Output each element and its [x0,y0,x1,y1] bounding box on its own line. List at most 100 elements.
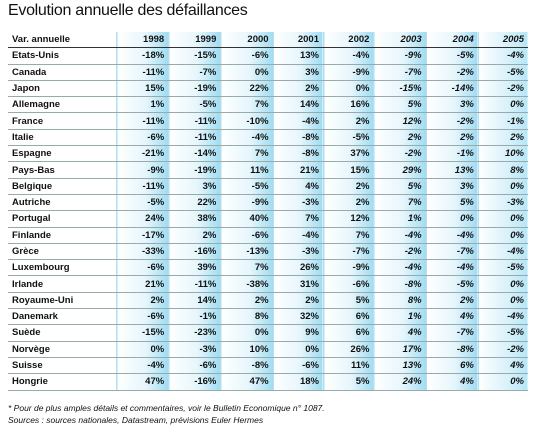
value-cell: -9% [220,194,274,212]
table-row: Etats-Unis -18% -15% -6% 13% -4% -9% -5% -4% [8,47,528,65]
value-cell: -1% [477,112,528,130]
header-cell: 2003 [373,32,427,49]
value-cell: -14% [168,145,221,163]
country-cell: France [8,112,117,130]
value-cell: -6% [115,259,169,277]
value-cell: 4% [272,178,324,195]
value-cell: 11% [322,357,374,375]
value-cell: -9% [115,161,169,179]
value-cell: -16% [168,373,221,391]
value-cell: -9% [373,47,427,65]
value-cell: 7% [322,227,374,244]
value-cell: 0% [477,292,528,310]
country-cell: Etats-Unis [8,47,117,65]
value-cell: 47% [220,373,274,391]
value-cell: -2% [425,112,479,130]
value-cell: 0% [220,64,274,81]
value-cell: 3% [425,178,479,195]
value-cell: 7% [220,145,274,163]
value-cell: 2% [322,178,374,195]
value-cell: -11% [115,112,169,130]
value-cell: 0% [477,373,528,391]
value-cell: 1% [373,210,427,228]
value-cell: 22% [168,194,221,212]
table-row: Grèce -33% -16% -13% -3% -7% -2% -7% -4% [8,243,528,261]
value-cell: 6% [322,324,374,342]
header-row: Var. annuelle 1998 1999 2000 2001 2002 2003 200… [8,32,528,49]
value-cell: 8% [220,308,274,326]
value-cell: -8% [272,145,324,163]
table-row: Espagne -21% -14% 7% -8% 37% -2% -1% 10% [8,145,528,163]
value-cell: 2% [272,80,324,98]
value-cell: 0% [272,341,324,358]
value-cell: 0% [115,341,169,358]
value-cell: -4% [115,357,169,375]
value-cell: 0% [425,210,479,228]
value-cell: -11% [115,64,169,81]
value-cell: -6% [115,129,169,147]
value-cell: 47% [115,373,169,391]
value-cell: -5% [425,47,479,65]
value-cell: 0% [477,96,528,114]
value-cell: -11% [168,275,221,293]
country-cell: Italie [8,129,117,147]
value-cell: 2% [322,112,374,130]
country-cell: Hongrie [8,373,117,391]
country-cell: Pays-Bas [8,161,117,179]
value-cell: 14% [168,292,221,310]
table-row: Danemark -6% -1% 8% 32% 6% 1% 4% -4% [8,308,528,326]
country-cell: Belgique [8,178,117,195]
value-cell: -2% [373,145,427,163]
value-cell: -4% [272,227,324,244]
table-row: Luxembourg -6% 39% 7% 26% -9% -4% -4% -5% [8,259,528,277]
value-cell: -11% [168,129,221,147]
value-cell: 5% [373,96,427,114]
value-cell: 12% [322,210,374,228]
table-row: Portugal 24% 38% 40% 7% 12% 1% 0% 0% [8,210,528,228]
value-cell: -10% [220,112,274,130]
value-cell: -17% [115,227,169,244]
country-cell: Danemark [8,308,117,326]
table-row: France -11% -11% -10% -4% 2% 12% -2% -1% [8,112,528,130]
header-cell: Var. annuelle [8,32,117,49]
country-cell: Luxembourg [8,259,117,277]
country-cell: Autriche [8,194,117,212]
value-cell: -23% [168,324,221,342]
value-cell: -3% [272,243,324,261]
value-cell: -2% [477,80,528,98]
value-cell: -5% [168,96,221,114]
data-table: Var. annuelle 1998 1999 2000 2001 2002 2003 200… [8,32,528,391]
table-row: Pays-Bas -9% -19% 11% 21% 15% 29% 13% 8% [8,161,528,179]
value-cell: 2% [168,227,221,244]
value-cell: -38% [220,275,274,293]
value-cell: 2% [322,194,374,212]
value-cell: -7% [425,243,479,261]
value-cell: 5% [322,292,374,310]
value-cell: 4% [425,373,479,391]
value-cell: 7% [220,96,274,114]
table-row: Japon 15% -19% 22% 2% 0% -15% -14% -2% [8,80,528,98]
header-cell: 2004 [425,32,479,49]
value-cell: 8% [373,292,427,310]
value-cell: 14% [272,96,324,114]
value-cell: 37% [322,145,374,163]
value-cell: -5% [115,194,169,212]
value-cell: 1% [373,308,427,326]
value-cell: 3% [168,178,221,195]
value-cell: 7% [272,210,324,228]
table-row: Autriche -5% 22% -9% -3% 2% 7% 5% -3% [8,194,528,212]
value-cell: 3% [425,96,479,114]
value-cell: 38% [168,210,221,228]
value-cell: 29% [373,161,427,179]
value-cell: -5% [477,259,528,277]
value-cell: -9% [322,64,374,81]
value-cell: 6% [322,308,374,326]
value-cell: 10% [220,341,274,358]
value-cell: -1% [168,308,221,326]
table-row: Canada -11% -7% 0% 3% -9% -7% -2% -5% [8,64,528,81]
header-cell: 2001 [272,32,324,49]
value-cell: 24% [373,373,427,391]
value-cell: 26% [322,341,374,358]
value-cell: -5% [477,324,528,342]
country-cell: Royaume-Uni [8,292,117,310]
